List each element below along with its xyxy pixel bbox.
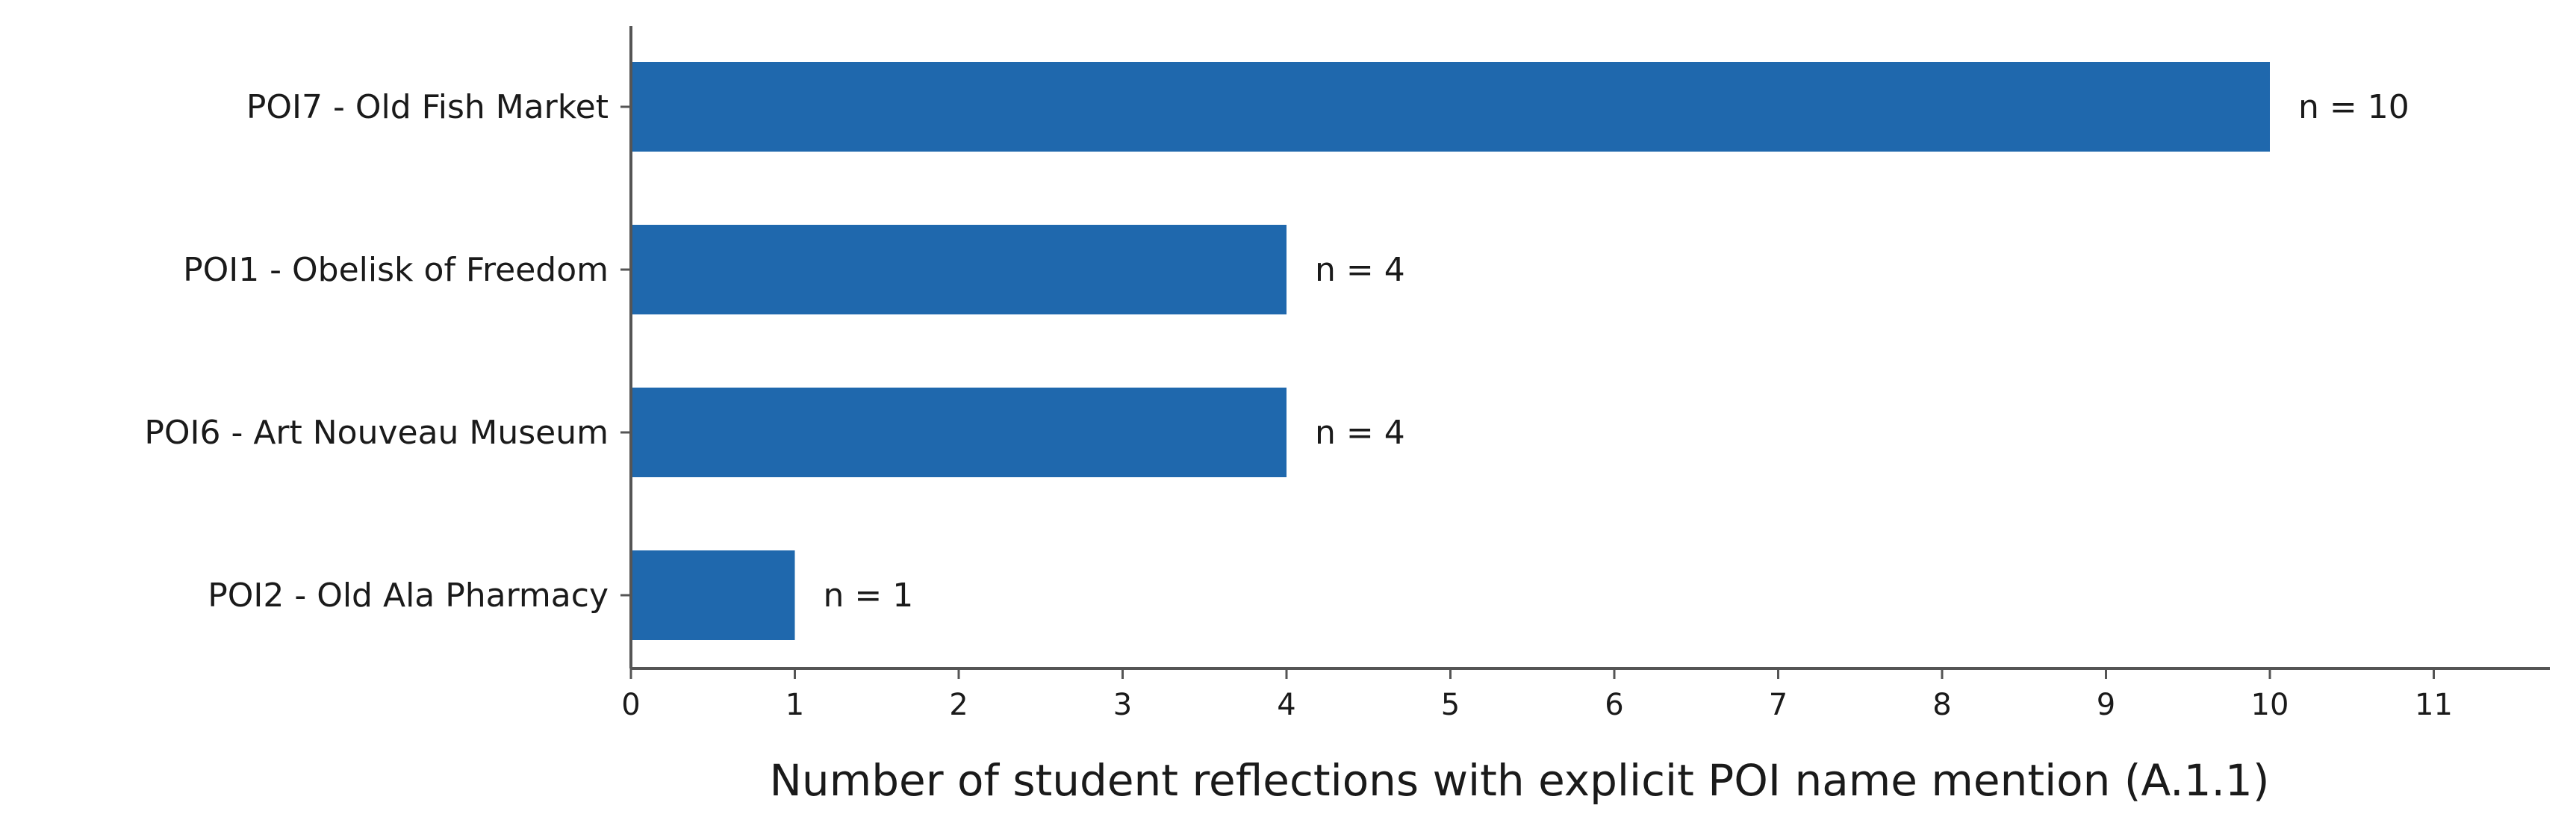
data-label-poi1: n = 4 bbox=[1315, 251, 1405, 289]
x-tick-label-7: 7 bbox=[1769, 688, 1788, 722]
x-tick-label-9: 9 bbox=[2097, 688, 2115, 722]
category-label-poi1: POI1 - Obelisk of Freedom bbox=[183, 251, 609, 289]
category-label-poi6: POI6 - Art Nouveau Museum bbox=[144, 414, 609, 452]
bar-poi6 bbox=[631, 388, 1287, 477]
x-tick-label-1: 1 bbox=[785, 688, 804, 722]
data-label-poi6: n = 4 bbox=[1315, 414, 1405, 452]
x-tick-label-0: 0 bbox=[621, 688, 640, 722]
x-tick-label-3: 3 bbox=[1113, 688, 1132, 722]
x-tick-label-6: 6 bbox=[1605, 688, 1623, 722]
bar-poi7 bbox=[631, 62, 2270, 152]
bar-poi2 bbox=[631, 550, 795, 640]
axes-layer: 0 1 2 3 4 5 6 7 8 9 10 11 bbox=[620, 26, 2550, 722]
data-label-poi7: n = 10 bbox=[2298, 88, 2409, 126]
bar-poi1 bbox=[631, 225, 1287, 314]
x-tick-label-8: 8 bbox=[1932, 688, 1951, 722]
category-label-poi2: POI2 - Old Ala Pharmacy bbox=[208, 577, 609, 615]
x-tick-label-2: 2 bbox=[949, 688, 968, 722]
x-tick-label-5: 5 bbox=[1441, 688, 1460, 722]
x-tick-label-11: 11 bbox=[2415, 688, 2453, 722]
bars-layer bbox=[631, 62, 2270, 640]
x-axis-title: Number of student reflections with expli… bbox=[770, 755, 2270, 806]
labels-layer: n = 10 POI7 - Old Fish Market n = 4 POI1 - … bbox=[144, 88, 2409, 615]
category-label-poi7: POI7 - Old Fish Market bbox=[246, 88, 609, 126]
data-label-poi2: n = 1 bbox=[824, 577, 914, 615]
x-tick-label-4: 4 bbox=[1277, 688, 1295, 722]
x-tick-label-10: 10 bbox=[2251, 688, 2289, 722]
